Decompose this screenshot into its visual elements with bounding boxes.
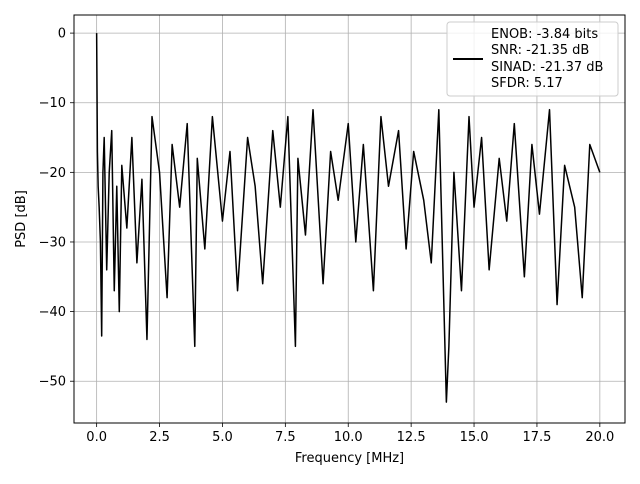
y-tick-label: −30 bbox=[39, 235, 66, 250]
x-tick-label: 5.0 bbox=[212, 430, 233, 445]
y-tick-label: −10 bbox=[39, 96, 66, 111]
x-tick-label: 7.5 bbox=[275, 430, 296, 445]
x-tick-label: 2.5 bbox=[149, 430, 170, 445]
legend-entry-sinad: SINAD: -21.37 dB bbox=[491, 60, 603, 75]
legend-entry-enob: ENOB: -3.84 bits bbox=[491, 27, 598, 42]
y-tick-label: 0 bbox=[58, 27, 66, 42]
legend: ENOB: -3.84 bits SNR: -21.35 dB SINAD: -… bbox=[446, 21, 619, 97]
x-tick-label: 10.0 bbox=[334, 430, 363, 445]
y-tick-label: −50 bbox=[39, 375, 66, 390]
x-axis-label: Frequency [MHz] bbox=[295, 451, 404, 466]
x-tick-label: 15.0 bbox=[460, 430, 489, 445]
x-tick-label: 0.0 bbox=[86, 430, 107, 445]
x-tick-label: 17.5 bbox=[522, 430, 551, 445]
y-axis-label: PSD [dB] bbox=[14, 190, 29, 248]
legend-entry-snr: SNR: -21.35 dB bbox=[491, 43, 589, 58]
y-tick-label: −40 bbox=[39, 305, 66, 320]
x-tick-label: 12.5 bbox=[397, 430, 426, 445]
y-tick-label: −20 bbox=[39, 166, 66, 181]
legend-entry-sfdr: SFDR: 5.17 bbox=[491, 76, 563, 91]
psd-series-line bbox=[95, 33, 601, 403]
ticks: 0.0 2.5 5.0 7.5 10.0 12.5 15.0 17.5 20.0 0 −10 −20 −… bbox=[39, 27, 615, 445]
x-tick-label: 20.0 bbox=[585, 430, 614, 445]
series-layer bbox=[95, 33, 601, 403]
legend-box bbox=[446, 21, 619, 97]
axes-frame bbox=[73, 14, 626, 424]
